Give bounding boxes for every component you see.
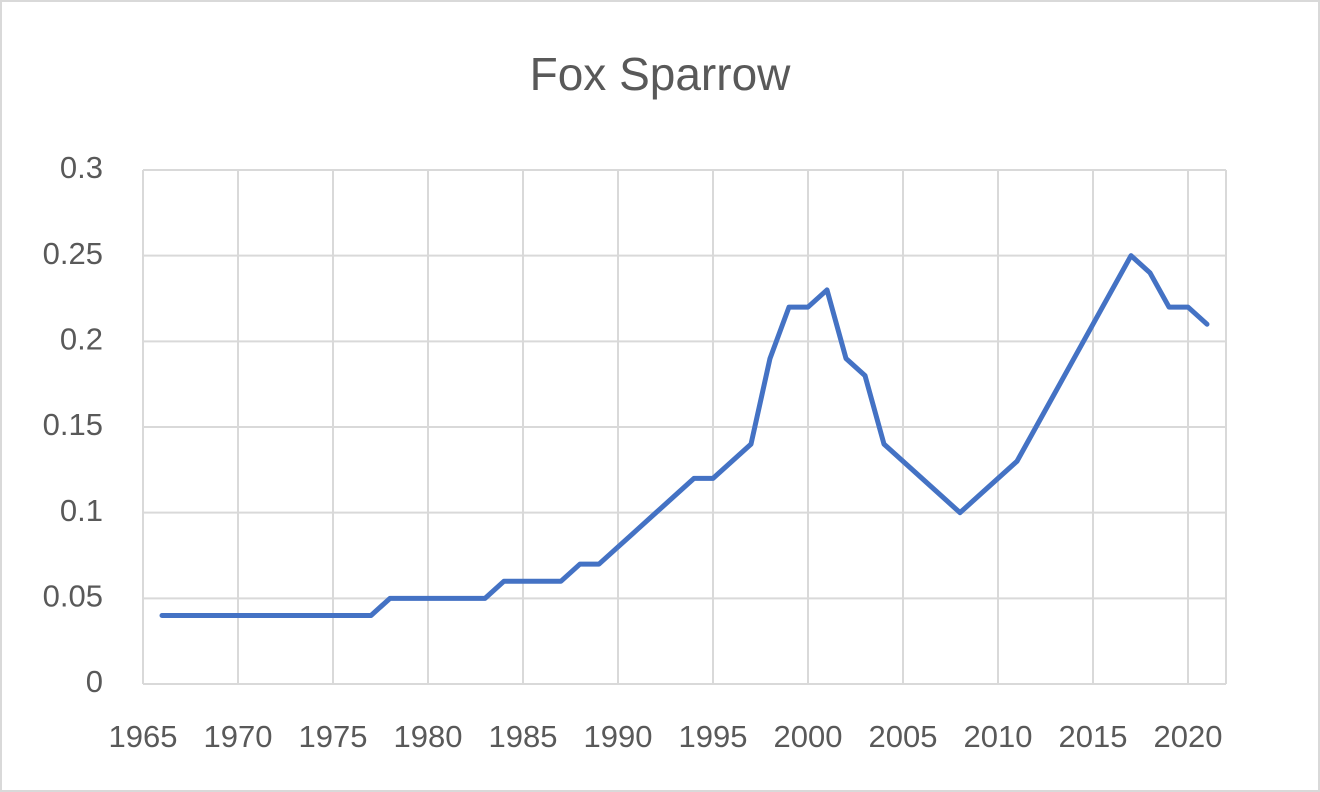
y-tick-label: 0.3 <box>60 150 103 185</box>
y-tick-label: 0.1 <box>60 493 103 528</box>
x-tick-label: 1985 <box>489 719 558 754</box>
x-tick-label: 1975 <box>299 719 368 754</box>
data-line <box>159 253 1210 618</box>
x-tick-label: 2020 <box>1154 719 1223 754</box>
y-tick-label: 0.25 <box>43 236 103 271</box>
x-tick-label: 2010 <box>964 719 1033 754</box>
x-tick-label: 1965 <box>109 719 178 754</box>
y-tick-label: 0.2 <box>60 322 103 357</box>
x-tick-label: 1970 <box>204 719 273 754</box>
x-tick-label: 1980 <box>394 719 463 754</box>
x-tick-label: 1995 <box>679 719 748 754</box>
x-tick-label: 2015 <box>1059 719 1128 754</box>
x-tick-label: 2005 <box>869 719 938 754</box>
y-tick-label: 0.05 <box>43 579 103 614</box>
y-tick-label: 0 <box>86 664 103 699</box>
x-tick-label: 2000 <box>774 719 843 754</box>
y-tick-label: 0.15 <box>43 407 103 442</box>
x-tick-label: 1990 <box>584 719 653 754</box>
chart-title: Fox Sparrow <box>530 48 792 100</box>
